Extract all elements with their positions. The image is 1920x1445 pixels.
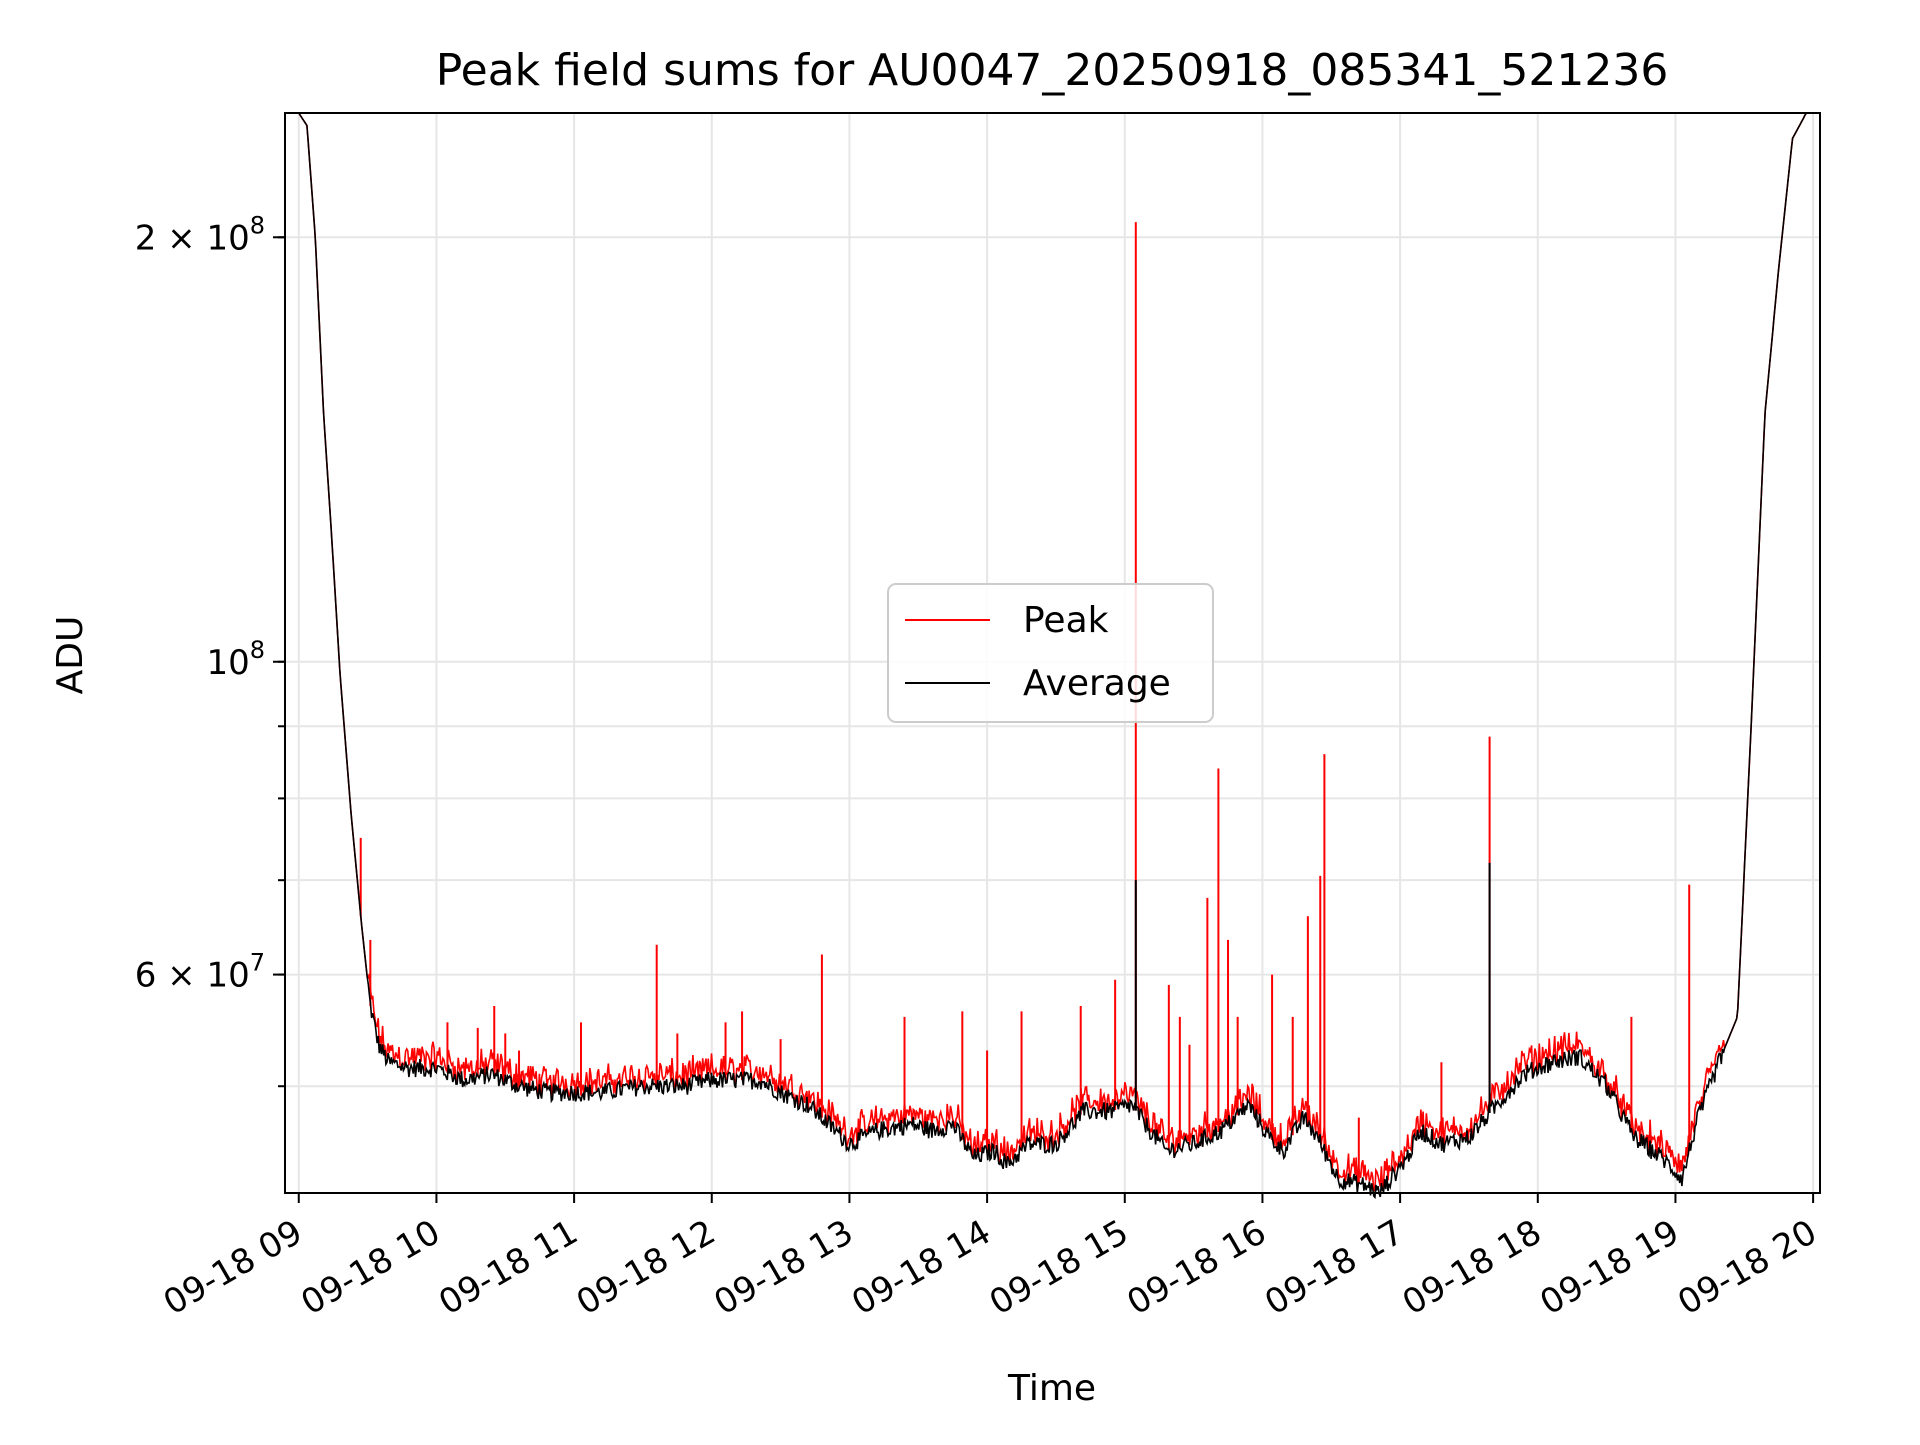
- y-tick-label: 108: [206, 636, 265, 683]
- y-tick-label: 2 × 108: [135, 211, 265, 258]
- grid-lines: [285, 113, 1820, 1193]
- legend-peak-label: Peak: [1023, 600, 1109, 641]
- legend-box: [887, 583, 1214, 723]
- legend: Peak Average: [887, 583, 1214, 723]
- y-axis-label: ADU: [50, 616, 91, 695]
- average-series-line: [285, 112, 1820, 1200]
- legend-average-label: Average: [1023, 663, 1171, 704]
- x-axis-label: Time: [1007, 1368, 1096, 1409]
- chart-title: Peak field sums for AU0047_20250918_0853…: [436, 45, 1669, 96]
- peak-series-line: [285, 112, 1820, 1193]
- plot-area-frame: [284, 112, 1821, 1194]
- y-tick-label: 6 × 107: [135, 949, 265, 996]
